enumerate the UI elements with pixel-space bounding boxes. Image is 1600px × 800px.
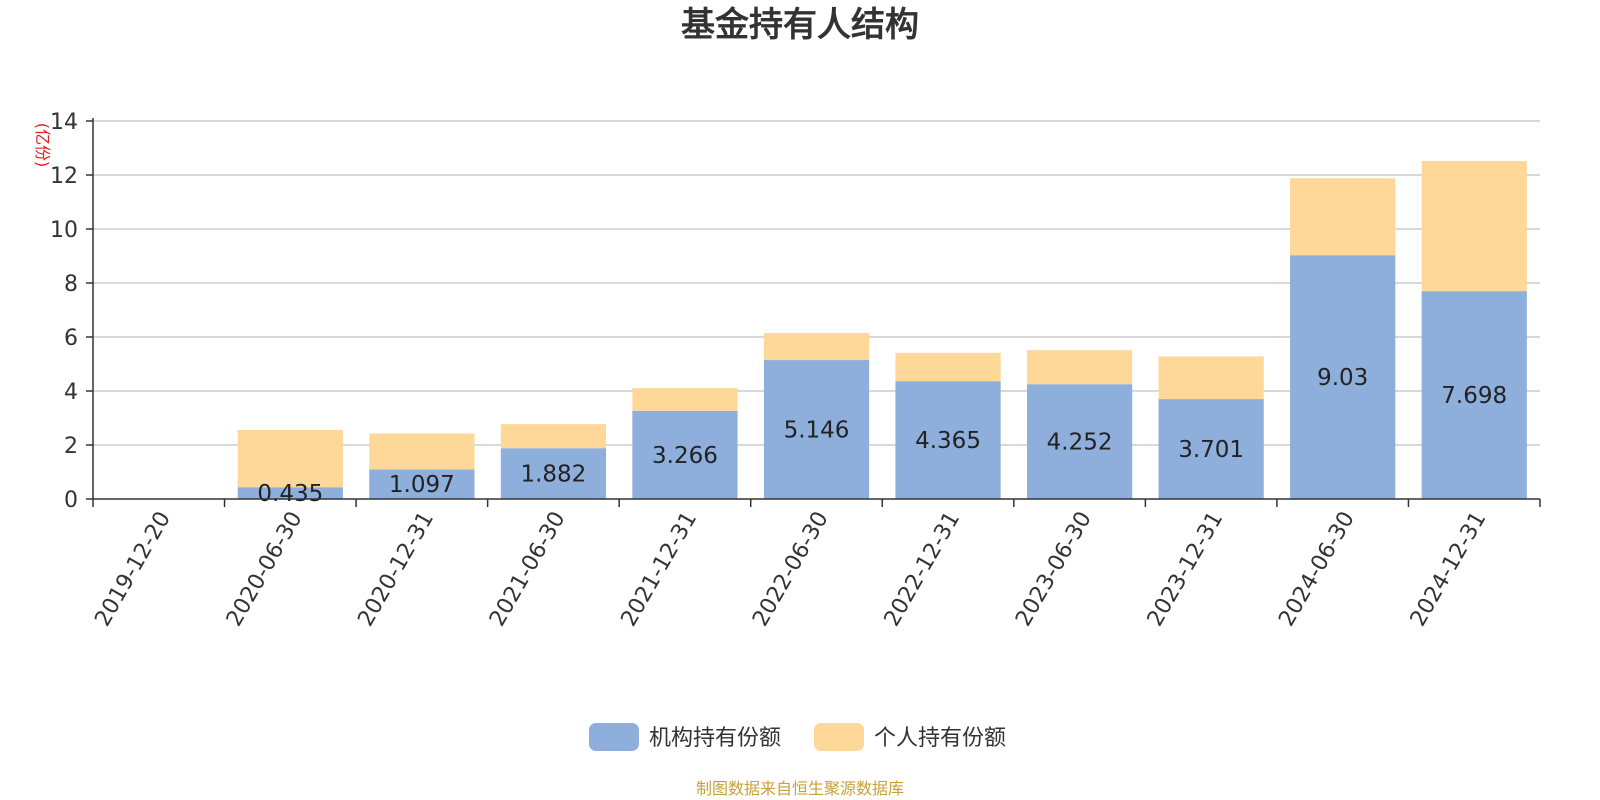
legend-swatch	[589, 723, 639, 751]
bar-individual	[1026, 350, 1133, 385]
legend-label: 个人持有份额	[874, 726, 1006, 751]
legend: 机构持有份额 个人持有份额	[589, 723, 1006, 751]
y-tick-label: 8	[64, 272, 78, 297]
bar-institutional	[1158, 399, 1264, 499]
bar-individual	[369, 433, 475, 470]
x-tick-label: 2024-06-30	[1274, 508, 1360, 631]
x-tick-label: 2021-06-30	[485, 508, 571, 631]
y-tick-label: 4	[64, 380, 78, 405]
x-tick-label: 2022-12-31	[880, 508, 966, 631]
bar-institutional	[632, 410, 738, 499]
bar-individual	[1290, 178, 1396, 256]
x-tick-label: 2020-12-31	[353, 508, 439, 631]
x-tick-label: 2021-12-31	[617, 508, 703, 631]
data-label-institutional: 4.365	[915, 428, 981, 454]
bar-group: 0.435 1.097 1.882 3.266 5.146 4.365 4.252 3.701…	[237, 161, 1527, 507]
bar-individual	[500, 424, 607, 449]
bar-institutional	[500, 448, 607, 499]
bar-institutional	[237, 487, 343, 499]
data-label-institutional: 9.03	[1317, 365, 1368, 391]
x-tick-label: 2023-06-30	[1011, 508, 1097, 631]
bar-institutional	[895, 381, 1001, 499]
y-tick-label: 14	[50, 110, 78, 135]
data-label-institutional: 1.882	[520, 462, 586, 488]
data-label-institutional: 1.097	[389, 472, 455, 498]
x-tick-label: 2020-06-30	[222, 508, 308, 631]
bar-individual	[895, 352, 1001, 382]
y-tick-label: 10	[50, 218, 78, 243]
bar-individual	[237, 430, 343, 488]
y-tick-label: 6	[64, 326, 78, 351]
data-label-institutional: 5.146	[784, 418, 850, 444]
bar-individual	[763, 333, 870, 361]
bar-individual	[1421, 161, 1527, 292]
y-tick-label: 2	[64, 434, 78, 459]
data-label-institutional: 3.266	[652, 443, 718, 469]
data-label-institutional: 7.698	[1441, 383, 1507, 409]
y-axis-unit-label: (亿份)	[33, 123, 52, 168]
legend-swatch	[814, 723, 864, 751]
x-tick-label: 2024-12-31	[1406, 508, 1492, 631]
bar-individual	[632, 388, 738, 411]
bar-institutional	[1026, 384, 1133, 499]
y-tick-label: 12	[50, 164, 78, 189]
data-label-institutional: 0.435	[257, 481, 323, 507]
data-source-note: 制图数据来自恒生聚源数据库	[696, 779, 904, 798]
data-label-institutional: 4.252	[1047, 430, 1113, 456]
bar-institutional	[763, 360, 870, 499]
bar-institutional	[1290, 255, 1396, 499]
y-tick-label: 0	[64, 488, 78, 513]
x-tick-label: 2023-12-31	[1143, 508, 1229, 631]
data-label-institutional: 3.701	[1178, 437, 1244, 463]
bar-institutional	[1421, 291, 1527, 499]
chart-title: 基金持有人结构	[681, 5, 919, 45]
bar-institutional	[369, 469, 475, 499]
x-tick-label: 2022-06-30	[748, 508, 834, 631]
bar-individual	[1158, 356, 1264, 400]
legend-label: 机构持有份额	[649, 726, 781, 751]
x-tick-label: 2019-12-20	[90, 508, 176, 631]
